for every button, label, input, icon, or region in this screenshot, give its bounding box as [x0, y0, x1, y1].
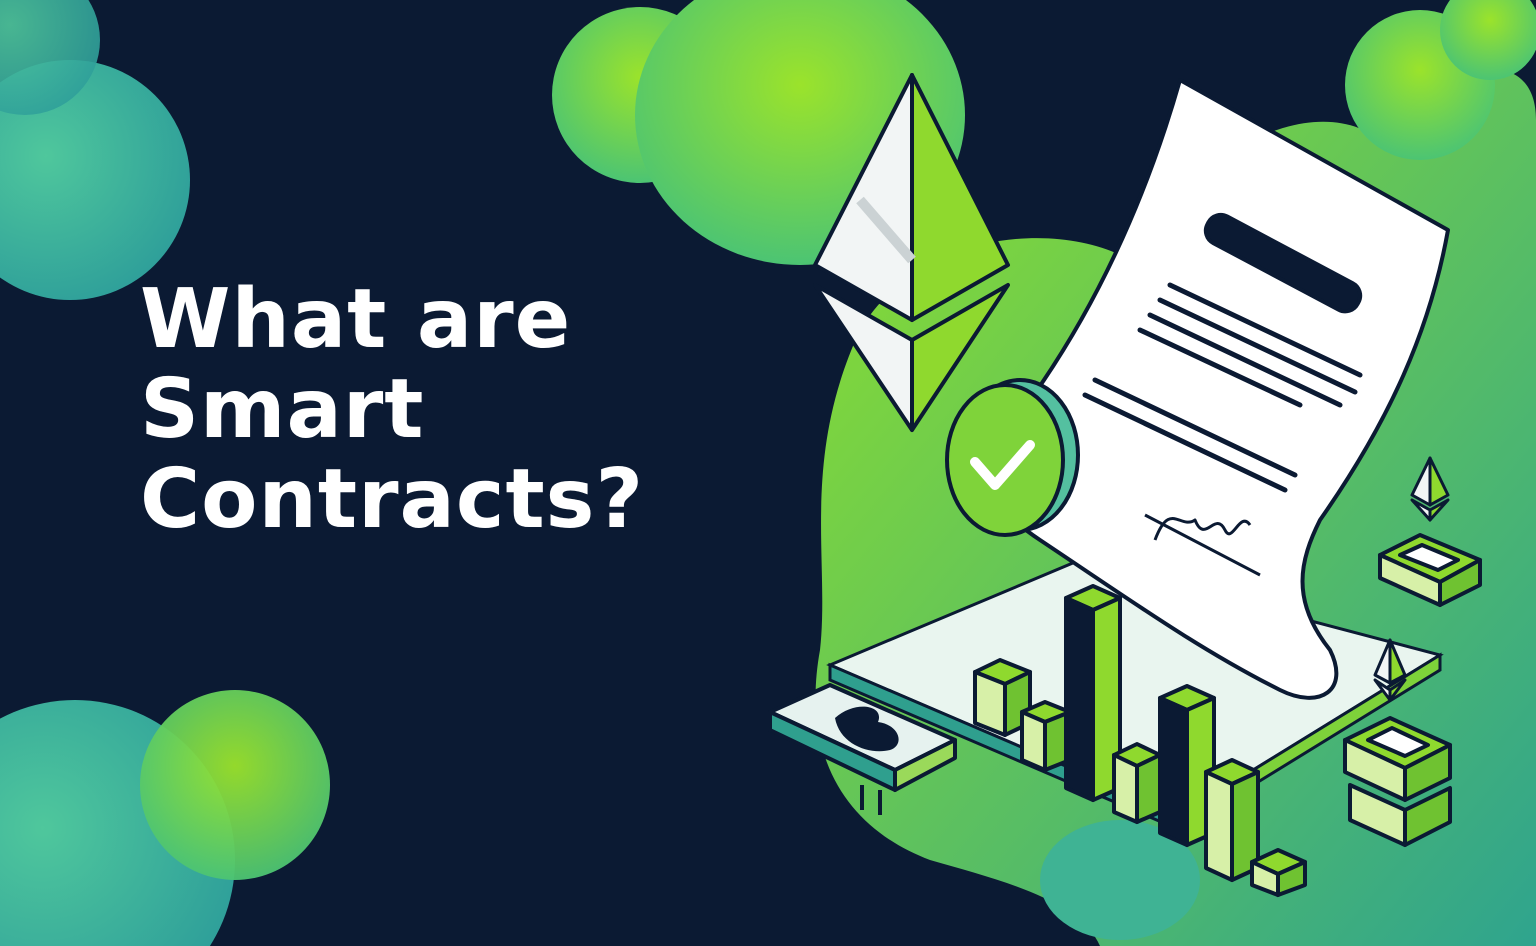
- bar-chart-icon: [973, 584, 1307, 897]
- ethereum-icon: [813, 73, 1010, 432]
- blob: [0, 60, 190, 300]
- ethereum-icon: [1410, 456, 1450, 522]
- bar: [1112, 742, 1162, 824]
- bar: [973, 658, 1032, 737]
- contract-document-icon: [986, 78, 1450, 700]
- ethereum-icon: [1373, 638, 1407, 702]
- headline-line-3: Contracts?: [140, 452, 645, 548]
- headline-line-2: Smart: [140, 362, 425, 458]
- bar: [1064, 584, 1122, 802]
- signature: [1144, 513, 1261, 577]
- blob: [140, 690, 330, 880]
- headline-line-1: What are: [140, 272, 572, 367]
- blob: [0, 0, 100, 115]
- bar: [1020, 700, 1072, 772]
- user-card-icon: [768, 683, 957, 815]
- checkmark-seal-icon: [945, 378, 1080, 537]
- cube-icon: [1343, 716, 1452, 847]
- blob: [1040, 820, 1200, 940]
- bar: [1204, 758, 1260, 882]
- headline: What are Smart Contracts?: [140, 272, 645, 548]
- blob: [1440, 0, 1536, 80]
- bar: [1250, 848, 1307, 897]
- cube-icon: [1378, 533, 1482, 607]
